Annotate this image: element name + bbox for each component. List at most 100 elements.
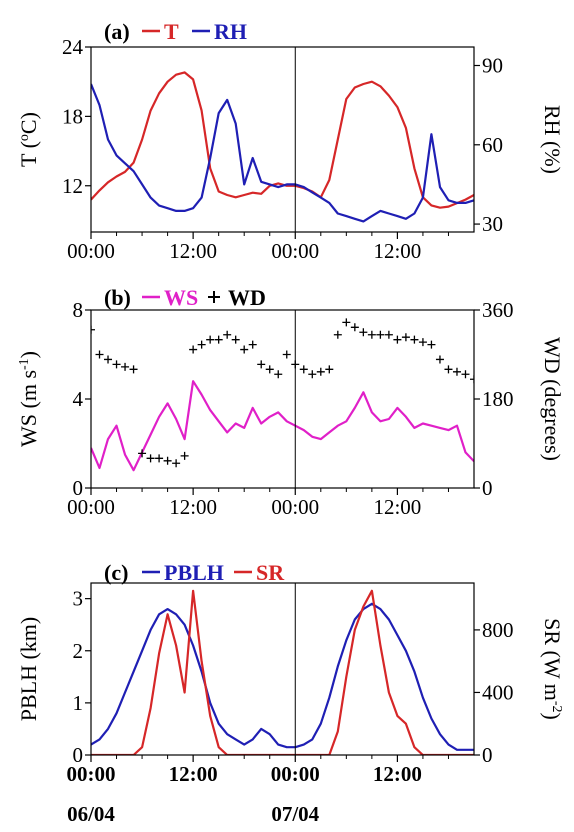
wd-point (299, 365, 308, 374)
date-label: 06/04 (67, 802, 115, 826)
y-left-label: PBLH (km) (16, 617, 41, 722)
x-tick-label: 00:00 (271, 762, 320, 786)
wd-point (112, 360, 121, 369)
wd-point (316, 367, 325, 376)
y-left-tick-label: 18 (62, 104, 83, 128)
wd-point (248, 340, 257, 349)
wd-point (393, 335, 402, 344)
legend-marker-plus (208, 291, 220, 303)
y-left-tick-label: 12 (62, 174, 83, 198)
x-tick-label: 12:00 (373, 762, 422, 786)
wd-point (172, 459, 181, 468)
legend-label: RH (214, 19, 247, 44)
plot-frame (90, 309, 475, 489)
y-left-tick-label: 24 (62, 35, 84, 59)
wd-point (470, 375, 474, 384)
wd-point (274, 370, 283, 379)
series-wd (91, 318, 474, 468)
wd-point (206, 335, 215, 344)
y-right-tick-label: 0 (482, 476, 493, 500)
wd-point (163, 456, 172, 465)
wd-point (180, 451, 189, 460)
wd-point (146, 454, 155, 463)
y-right-tick-label: 400 (482, 680, 514, 704)
wd-point (435, 355, 444, 364)
y-left-tick-label: 3 (73, 587, 84, 611)
legend-label: PBLH (164, 560, 224, 585)
x-tick-label: 00:00 (67, 239, 115, 263)
y-left-tick-label: 1 (73, 691, 84, 715)
y-right-tick-label: 800 (482, 618, 514, 642)
x-tick-label: 12:00 (169, 495, 217, 519)
wd-point (444, 365, 453, 374)
wd-point (129, 365, 138, 374)
wd-point (308, 370, 317, 379)
x-tick-label: 12:00 (169, 762, 218, 786)
legend-label: SR (256, 560, 285, 585)
series-line-ws (91, 380, 474, 472)
panel-tag: (c) (104, 560, 128, 585)
wd-point (91, 325, 95, 334)
y-left-label: T (oC) (16, 112, 41, 167)
panel-tag: (b) (104, 285, 131, 310)
x-tick-label: 00:00 (271, 495, 319, 519)
wd-point (427, 340, 436, 349)
wd-point (325, 365, 334, 374)
y-left-label: WS (m s-1) (16, 351, 41, 447)
y-right-tick-label: 90 (482, 54, 503, 78)
legend: (b) WS WD (104, 285, 266, 310)
y-right-tick-label: 0 (482, 743, 493, 767)
date-label: 07/04 (271, 802, 319, 826)
x-tick-label: 12:00 (373, 495, 421, 519)
series-line-t (91, 71, 474, 209)
y-right-tick-label: 60 (482, 133, 503, 157)
wd-point (384, 330, 393, 339)
plot-frame (90, 582, 475, 756)
wd-point (350, 323, 359, 332)
y-left-tick-label: 8 (73, 298, 84, 322)
wd-point (282, 350, 291, 359)
legend-label: WD (228, 285, 266, 310)
x-tick-label: 12:00 (373, 239, 421, 263)
y-right-tick-label: 180 (482, 387, 514, 411)
wd-point (367, 330, 376, 339)
wd-point (138, 449, 147, 458)
y-left-tick-label: 0 (73, 743, 84, 767)
wd-point (333, 330, 342, 339)
panel-1: 00:00 12:00 00:00 12:00 12 18 24 30 60 90 T (oC) RH… (16, 19, 565, 263)
legend: (c) PBLH SR (104, 560, 285, 585)
wd-point (223, 330, 232, 339)
x-tick-label: 00:00 (271, 239, 319, 263)
y-right-label: WD (degrees) (540, 337, 565, 461)
wd-point (359, 328, 368, 337)
y-right-label: SR (W m-2) (540, 618, 565, 720)
x-tick-label: 00:00 (67, 495, 115, 519)
wd-point (376, 330, 385, 339)
wd-point (155, 454, 164, 463)
wd-point (104, 355, 113, 364)
wd-point (461, 370, 470, 379)
panel-2: 00:00 12:00 00:00 12:00 0 4 8 0 180 360 WS (m s-1)… (16, 285, 565, 519)
y-left-tick-label: 0 (73, 476, 84, 500)
wd-point (418, 338, 427, 347)
wd-point (240, 345, 249, 354)
series-line-rh (91, 83, 474, 223)
wd-point (342, 318, 351, 327)
series-line-sr (91, 589, 474, 755)
wd-point (189, 345, 198, 354)
legend-label: WS (164, 285, 198, 310)
wd-point (257, 360, 266, 369)
wd-point (197, 340, 206, 349)
y-left-tick-label: 2 (73, 639, 84, 663)
wd-point (231, 335, 240, 344)
plot-frame (90, 46, 475, 233)
y-right-label: RH (%) (540, 105, 565, 174)
x-tick-label: 12:00 (169, 239, 217, 263)
wd-point (265, 365, 274, 374)
wd-point (214, 335, 223, 344)
wd-point (410, 335, 419, 344)
wd-point (121, 362, 130, 371)
wd-point (401, 333, 410, 342)
x-tick-label: 00:00 (67, 762, 116, 786)
